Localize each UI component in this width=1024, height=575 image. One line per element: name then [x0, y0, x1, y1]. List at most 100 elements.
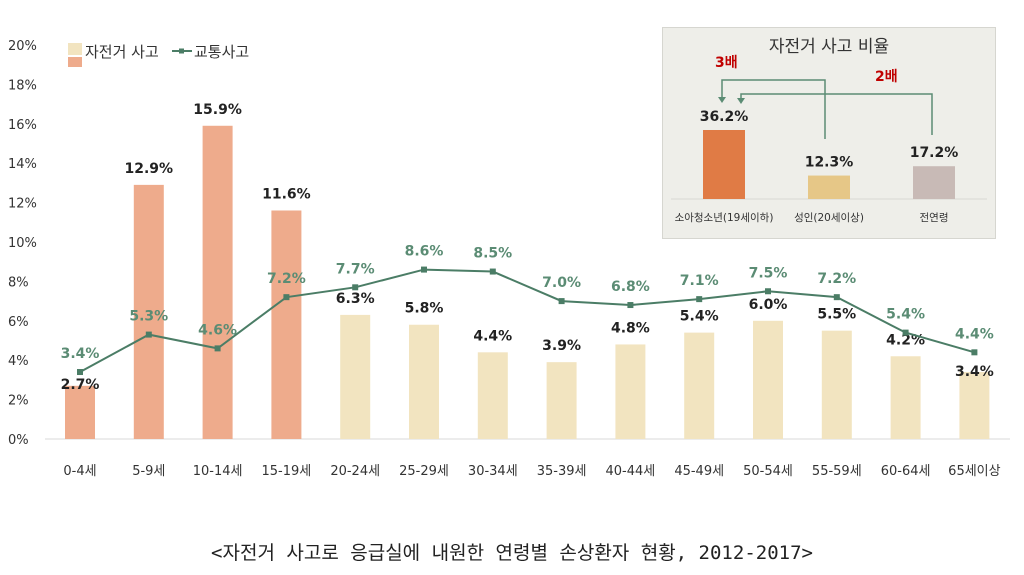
bar-data-label: 3.9% [542, 338, 581, 354]
x-tick-label: 30-34세 [468, 464, 518, 479]
x-tick-label: 45-49세 [674, 464, 724, 479]
inset-bar-label: 성인(20세이상) [794, 212, 864, 224]
inset-chart: 자전거 사고 비율 3배 2배 36.2% 소아청소년(19세이하) 12.3% 성인… [671, 37, 987, 224]
x-tick-label: 50-54세 [743, 464, 793, 479]
inset-bar-label: 전연령 [920, 212, 949, 224]
x-tick-label: 0-4세 [63, 464, 96, 479]
inset-panel: 자전거 사고 비율 3배 2배 36.2% 소아청소년(19세이하) 12.3% 성인… [662, 27, 996, 239]
bike-bars: 2.7% 12.9% 15.9% 11.6% 6.3% 5.8% 4.4% 3.9% 4.8% 5… [61, 102, 994, 440]
bar-40-44세 [615, 344, 646, 439]
traffic-point [558, 298, 565, 305]
bar-data-label: 5.8% [405, 301, 444, 317]
legend-label-bike: 자전거 사고 [85, 43, 159, 61]
x-tick-label: 60-64세 [881, 464, 931, 479]
caption: <자전거 사고로 응급실에 내원한 연령별 손상환자 현황, 2012-2017… [211, 542, 813, 564]
inset-bar [913, 166, 955, 199]
bar-data-label: 4.8% [611, 320, 650, 336]
traffic-point [421, 266, 427, 273]
line-data-label: 3.4% [61, 346, 100, 362]
bar-data-label: 6.0% [749, 297, 788, 313]
bar-data-label: 2.7% [61, 377, 100, 393]
y-tick-label: 10% [8, 236, 37, 251]
traffic-point [833, 294, 840, 301]
inset-arrow-2x [737, 93, 933, 135]
line-data-label: 7.0% [542, 275, 581, 291]
traffic-point [214, 345, 221, 352]
inset-ratio-3x: 3배 [715, 55, 738, 71]
x-tick-label: 35-39세 [537, 464, 587, 479]
line-data-label: 5.4% [886, 307, 925, 323]
line-data-label: 7.2% [267, 271, 306, 287]
y-tick-label: 18% [8, 78, 37, 93]
bar-data-label: 3.4% [955, 364, 994, 380]
traffic-line: 3.4% 5.3% 4.6% 7.2% 7.7% 8.6% 8.5% 7.0% 6.8% 7.1%… [61, 244, 994, 376]
inset-bar-label: 소아청소년(19세이하) [675, 211, 774, 224]
bar-30-34세 [477, 352, 508, 439]
y-tick-label: 14% [8, 157, 37, 172]
bar-65세이상 [959, 372, 990, 439]
inset-arrow-3x [718, 79, 826, 139]
line-data-label: 7.5% [749, 265, 788, 281]
line-data-label: 7.2% [817, 271, 856, 287]
x-tick-label: 25-29세 [399, 464, 449, 479]
bar-5-9세 [133, 184, 164, 439]
bar-35-39세 [546, 362, 577, 439]
line-data-label: 8.6% [405, 244, 444, 260]
inset-bar [808, 175, 850, 199]
legend-swatch-bike-adult [68, 43, 82, 55]
bar-15-19세 [271, 210, 302, 439]
line-data-label: 7.1% [680, 273, 719, 289]
bar-55-59세 [821, 330, 852, 439]
traffic-point [77, 369, 83, 376]
bar-data-label: 12.9% [125, 161, 174, 177]
line-data-label: 7.7% [336, 261, 375, 277]
line-data-label: 4.4% [955, 326, 994, 342]
inset-bar-value: 12.3% [805, 155, 854, 171]
legend-marker-traffic [179, 48, 184, 54]
traffic-point [283, 294, 290, 301]
legend-swatch-bike-child [68, 57, 82, 67]
traffic-point [627, 302, 634, 309]
line-data-label: 5.3% [129, 309, 168, 325]
traffic-point [489, 268, 496, 275]
traffic-point [765, 288, 771, 295]
bar-data-label: 11.6% [262, 186, 311, 202]
y-tick-label: 2% [8, 394, 29, 409]
bar-25-29세 [409, 324, 439, 439]
x-tick-label: 65세이상 [948, 464, 1000, 479]
inset-ratio-2x: 2배 [875, 69, 898, 85]
bar-0-4세 [65, 385, 95, 439]
y-tick-label: 20% [8, 39, 37, 54]
inset-bar-value: 17.2% [910, 145, 959, 161]
bar-60-64세 [890, 356, 921, 439]
traffic-point [145, 331, 152, 338]
line-data-label: 8.5% [473, 246, 512, 262]
bar-50-54세 [753, 320, 783, 439]
y-tick-label: 4% [8, 354, 29, 369]
y-tick-label: 16% [8, 118, 37, 133]
bar-data-label: 5.5% [817, 307, 856, 323]
line-data-label: 6.8% [611, 279, 650, 295]
traffic-point [971, 349, 978, 356]
bar-10-14세 [202, 125, 233, 440]
y-tick-label: 0% [8, 433, 29, 448]
bar-data-label: 15.9% [193, 102, 242, 118]
inset-bar-value: 36.2% [700, 109, 749, 125]
line-data-label: 4.6% [198, 322, 237, 338]
traffic-point [696, 296, 703, 303]
bar-data-label: 4.4% [473, 328, 512, 344]
traffic-point [902, 329, 909, 336]
bar-20-24세 [340, 314, 371, 439]
y-tick-label: 6% [8, 315, 29, 330]
bar-data-label: 6.3% [336, 291, 375, 307]
inset-bar [703, 130, 745, 199]
inset-title: 자전거 사고 비율 [769, 37, 889, 57]
x-tick-label: 15-19세 [262, 464, 312, 479]
bar-45-49세 [684, 332, 715, 439]
traffic-point [352, 284, 359, 291]
y-tick-label: 12% [8, 197, 37, 212]
legend: 자전거 사고 교통사고 [68, 43, 249, 67]
x-tick-label: 40-44세 [606, 464, 656, 479]
x-tick-label: 20-24세 [330, 464, 380, 479]
